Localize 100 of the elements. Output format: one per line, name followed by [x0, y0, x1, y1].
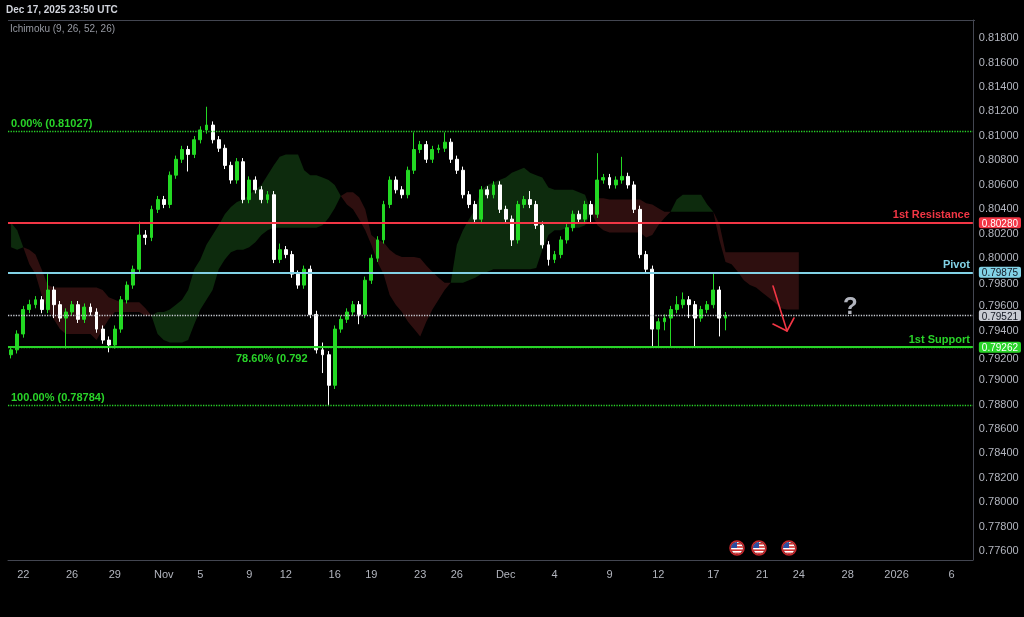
y-tick-label: 0.79800 [978, 276, 1019, 289]
candlestick [125, 280, 129, 304]
candlestick [711, 272, 715, 309]
candlestick [223, 144, 227, 170]
candlestick [339, 315, 343, 334]
x-tick-label: 2026 [884, 567, 909, 580]
x-tick-label: Dec [495, 567, 516, 580]
y-tick-label: 0.79875 [981, 267, 1019, 279]
candlestick [284, 245, 288, 259]
candlestick [449, 138, 453, 164]
candlestick [583, 200, 587, 224]
x-tick-label: 9 [246, 567, 253, 580]
candlestick [143, 229, 147, 246]
y-tick-label: 0.78200 [978, 470, 1019, 483]
candlestick [247, 175, 251, 204]
y-tick-label: 0.77600 [978, 544, 1019, 557]
ref-line-label: 100.00% (0.78784) [11, 391, 105, 404]
candlestick [705, 300, 709, 314]
candlestick [455, 155, 459, 175]
x-tick-label: 28 [841, 567, 854, 580]
candlestick [363, 276, 367, 319]
candlestick [565, 223, 569, 245]
candlestick [510, 214, 514, 247]
ref-line-label: 1st Support [908, 332, 971, 345]
y-tick-label: 0.79000 [978, 373, 1019, 386]
candlestick [119, 295, 123, 334]
x-tick-label: 12 [279, 567, 292, 580]
candlestick [382, 200, 385, 245]
candlestick [626, 172, 630, 190]
x-tick-label: 12 [652, 567, 665, 580]
y-tick-label: 0.80800 [978, 153, 1019, 166]
x-tick-label: 5 [197, 567, 204, 580]
candlestick [498, 180, 502, 214]
candlestick [327, 350, 331, 407]
candlestick [388, 175, 392, 209]
ref-line-label: 1st Resistance [892, 208, 970, 221]
candlestick [724, 311, 727, 331]
candlestick [21, 305, 25, 339]
candlestick [693, 300, 697, 347]
y-tick-label: 0.81800 [978, 31, 1019, 44]
y-tick-label: 0.79200 [978, 351, 1019, 364]
candlestick [595, 152, 599, 219]
y-tick-label: 0.81200 [978, 104, 1019, 117]
candlestick [461, 166, 465, 199]
candlestick [406, 166, 410, 199]
y-tick-label: 0.80400 [978, 202, 1019, 215]
x-tick-label: Nov [153, 567, 174, 580]
x-tick-label: 9 [606, 567, 613, 580]
x-tick-label: 22 [17, 567, 30, 580]
x-tick-label: 19 [365, 567, 378, 580]
candlestick [614, 175, 618, 190]
ref-line-label: Pivot [942, 257, 971, 270]
candlestick [687, 295, 691, 319]
y-tick-label: 0.81400 [978, 79, 1019, 92]
candlestick [632, 180, 636, 214]
y-tick-label: 0.80600 [978, 177, 1019, 190]
candlestick [217, 135, 221, 153]
candlestick [235, 157, 239, 185]
candlestick [82, 302, 86, 324]
candlestick [290, 250, 294, 279]
x-tick-label: 29 [108, 567, 121, 580]
candlestick [186, 145, 190, 172]
candlestick [89, 302, 92, 317]
candlestick [46, 272, 50, 314]
candlestick [577, 210, 581, 224]
candlestick [424, 140, 428, 164]
annotation: ? [843, 291, 858, 319]
candlestick [400, 185, 404, 199]
candlestick [418, 140, 422, 154]
candlestick [174, 155, 178, 180]
ref-line-label: 0.00% (0.81027) [11, 117, 93, 130]
annotation: 78.60% (0.792 [236, 351, 308, 364]
candlestick [479, 185, 483, 224]
candlestick [540, 221, 544, 249]
y-tick-label: 0.80280 [981, 217, 1019, 229]
candlestick [717, 285, 721, 337]
candlestick [559, 235, 563, 259]
candlestick [296, 269, 300, 290]
candlestick [34, 295, 37, 309]
x-tick-label: 21 [756, 567, 769, 580]
y-tick-label: 0.80000 [978, 251, 1019, 264]
y-tick-label: 0.78000 [978, 495, 1019, 508]
candlestick [376, 235, 379, 263]
y-tick-label: 0.80200 [978, 227, 1019, 240]
y-tick-label: 0.79400 [978, 324, 1019, 337]
x-tick-label: 23 [414, 567, 427, 580]
candlestick [394, 175, 398, 194]
x-tick-label: 26 [450, 567, 463, 580]
candlestick [522, 195, 526, 209]
y-tick-label: 0.79262 [981, 342, 1019, 354]
candlestick [443, 131, 447, 153]
candlestick [27, 299, 31, 314]
candlestick [95, 307, 98, 334]
candlestick [156, 195, 160, 214]
x-tick-label: 6 [948, 567, 955, 580]
candlestick [681, 291, 685, 309]
candlestick [107, 335, 111, 353]
candlestick [40, 295, 44, 314]
y-tick-label: 0.81600 [978, 55, 1019, 68]
candlestick [168, 170, 172, 209]
